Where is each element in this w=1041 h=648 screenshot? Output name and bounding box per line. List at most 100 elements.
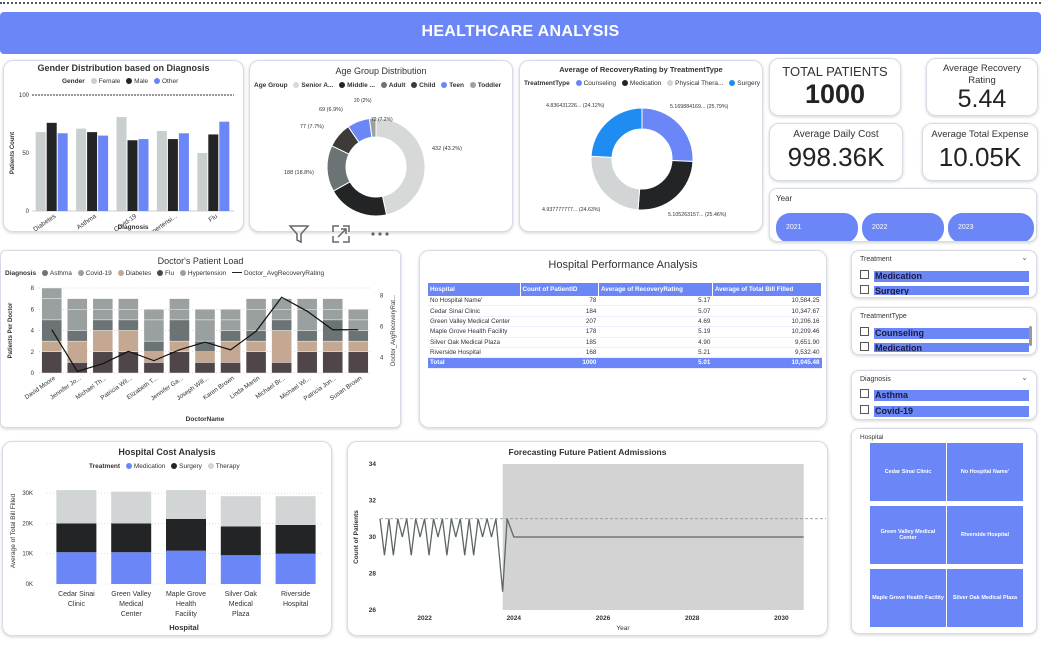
col-count[interactable]: Count of PatientID bbox=[520, 283, 599, 296]
middle-swatch bbox=[339, 82, 346, 88]
checkbox[interactable] bbox=[860, 389, 869, 398]
legend-toddler: Toddler bbox=[477, 82, 502, 89]
cell: 5.21 bbox=[598, 347, 713, 359]
recovery-donut-chart: 5.169884169... (25.79%) 5.105263157... (2… bbox=[542, 103, 729, 218]
forecast-card[interactable]: Forecasting Future Patient Admissions 26… bbox=[347, 441, 828, 636]
bar bbox=[35, 132, 46, 211]
y-axis-label: Count of Patients bbox=[353, 510, 360, 564]
diabetes-swatch bbox=[117, 270, 124, 276]
treatmenttype-slicer-title: TreatmentType bbox=[860, 313, 907, 320]
medication-swatch bbox=[125, 463, 132, 469]
avg-total-expense-label: Average Total Expense bbox=[931, 129, 1029, 140]
slicer-option-covid[interactable]: Covid-19 bbox=[860, 405, 1032, 417]
recovery-rating-card[interactable]: Average of RecoveryRating by TreatmentTy… bbox=[519, 60, 763, 232]
bar-segment bbox=[166, 518, 206, 551]
legend-surgery: Surgery bbox=[179, 463, 202, 470]
col-bill[interactable]: Average of Total Bill Filled bbox=[712, 283, 823, 296]
legend-adult: Adult bbox=[388, 82, 406, 89]
year-button-2023[interactable]: 2023 bbox=[948, 213, 1034, 241]
hospital-performance-card[interactable]: Hospital Performance Analysis Hospital C… bbox=[419, 250, 827, 428]
focus-mode-icon[interactable] bbox=[329, 222, 353, 246]
hospital-tile-no-name[interactable]: No Hospital Name' bbox=[947, 443, 1023, 501]
checkbox[interactable] bbox=[860, 342, 869, 351]
admissions-line bbox=[379, 518, 804, 592]
surgery-swatch bbox=[171, 463, 178, 469]
option-label: Covid-19 bbox=[874, 406, 1029, 417]
y-tick-label: 30K bbox=[22, 491, 33, 497]
bar-segment bbox=[194, 309, 216, 321]
legend-surgery: Surgery bbox=[737, 80, 761, 87]
bar-segment bbox=[271, 362, 292, 374]
bar bbox=[156, 130, 167, 211]
bar-segment bbox=[322, 309, 343, 321]
cell: 1000 bbox=[520, 357, 599, 369]
more-options-icon[interactable] bbox=[369, 222, 393, 246]
senior-swatch bbox=[293, 82, 300, 88]
doctor-patient-load-card[interactable]: Doctor's Patient Load Diagnosis Asthma C… bbox=[0, 250, 401, 428]
year-slicer: Year 2021 2022 2023 bbox=[769, 188, 1037, 242]
checkbox[interactable] bbox=[860, 285, 869, 294]
y-tick-label: 2 bbox=[31, 350, 35, 356]
bar-segment bbox=[169, 351, 190, 374]
cell: 10,584.25 bbox=[712, 296, 822, 307]
x-tick-label: Cedar Sinai Clinic bbox=[58, 591, 95, 608]
table-total-row: Total 1000 5.01 10,045.48 bbox=[428, 357, 822, 369]
year-button-2021[interactable]: 2021 bbox=[776, 213, 858, 241]
bar-segment bbox=[92, 309, 114, 321]
diagnosis-slicer-title: Diagnosis bbox=[860, 376, 891, 383]
hospital-tile-cedar-sinai[interactable]: Cedar Sinai Clinic bbox=[870, 443, 946, 501]
cell: 5.01 bbox=[598, 357, 713, 369]
visual-toolbar bbox=[285, 222, 397, 246]
asthma-swatch bbox=[41, 270, 48, 276]
slicer-option-medication[interactable]: Medication bbox=[860, 342, 1032, 352]
x-axis-label: Year bbox=[616, 625, 630, 632]
y2-tick-label: 8 bbox=[380, 294, 384, 300]
checkbox[interactable] bbox=[860, 405, 869, 414]
bar-segment bbox=[67, 309, 88, 331]
teen-swatch bbox=[441, 82, 448, 88]
col-recovery[interactable]: Average of RecoveryRating bbox=[598, 283, 713, 296]
bar-segment bbox=[348, 351, 369, 374]
table-row: Silver Oak Medical Plaza 185 4.90 9,651.90 bbox=[428, 337, 822, 348]
y-tick-label: 10K bbox=[22, 552, 33, 558]
filter-icon[interactable] bbox=[287, 222, 311, 246]
x-tick-label: 2022 bbox=[417, 615, 432, 622]
chevron-down-icon[interactable]: ⌄ bbox=[1021, 373, 1028, 382]
other-swatch bbox=[153, 78, 160, 84]
cell: 10,206.16 bbox=[712, 316, 822, 328]
toddler-swatch bbox=[469, 82, 476, 88]
cell: 207 bbox=[520, 316, 599, 328]
checkbox[interactable] bbox=[860, 270, 869, 279]
x-tick-label: 2030 bbox=[774, 615, 789, 622]
slicer-option-asthma[interactable]: Asthma bbox=[860, 389, 1032, 401]
year-button-2022[interactable]: 2022 bbox=[862, 213, 944, 241]
slicer-option-surgery[interactable]: Surgery bbox=[860, 285, 1032, 295]
age-distribution-card[interactable]: Age Group Distribution Age Group Senior … bbox=[249, 60, 513, 232]
scrollbar[interactable] bbox=[1029, 326, 1032, 346]
hospital-tile-riverside[interactable]: Riverside Hospital bbox=[947, 506, 1023, 564]
y2-tick-label: 6 bbox=[380, 325, 384, 331]
avg-daily-cost-card: Average Daily Cost 998.36K bbox=[769, 123, 903, 181]
table-header-row: Hospital Count of PatientID Average of R… bbox=[428, 283, 823, 296]
legend-medication: Medication bbox=[629, 80, 662, 87]
hospital-cost-card[interactable]: Hospital Cost Analysis Treatment Medicat… bbox=[2, 441, 332, 636]
x-axis-label: Diagnosis bbox=[117, 224, 148, 231]
gender-distribution-card[interactable]: Gender Distribution based on Diagnosis G… bbox=[3, 60, 244, 232]
bar bbox=[138, 139, 149, 211]
bar-segment bbox=[143, 362, 165, 374]
hospital-tile-maple-grove[interactable]: Maple Grove Health Facility bbox=[870, 569, 946, 627]
y-axis-label: Patients Count bbox=[10, 132, 16, 174]
age-legend: Age Group Senior A... Middle ... Adult C… bbox=[254, 82, 501, 89]
hospital-tile-green-valley[interactable]: Green Valley Medical Center bbox=[870, 506, 946, 564]
hospital-tile-silver-oak[interactable]: Silver Oak Medical Plaza bbox=[947, 569, 1023, 627]
y-tick-label: 0 bbox=[31, 371, 35, 377]
bar-segment bbox=[348, 319, 369, 331]
slicer-option-counseling[interactable]: Counseling bbox=[860, 327, 1032, 339]
col-hospital[interactable]: Hospital bbox=[428, 283, 521, 296]
slicer-option-medication[interactable]: Medication bbox=[860, 270, 1032, 282]
chevron-down-icon[interactable]: ⌄ bbox=[1021, 253, 1028, 262]
bar-segment bbox=[220, 362, 241, 374]
checkbox[interactable] bbox=[860, 327, 869, 336]
slice-label: 72 (7.2%) bbox=[371, 117, 393, 123]
